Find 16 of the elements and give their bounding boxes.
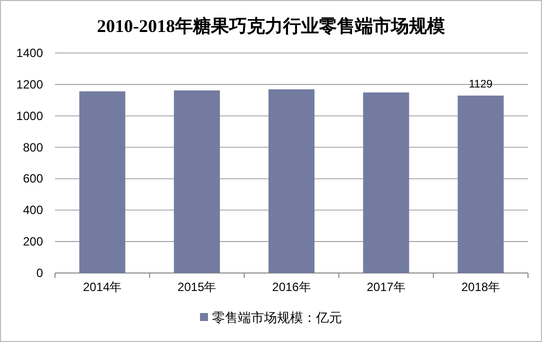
x-tick-label: 2015年	[178, 280, 216, 294]
x-tick-label: 2018年	[461, 280, 500, 294]
x-tick-label: 2017年	[366, 280, 406, 294]
y-tick-label: 1000	[16, 108, 44, 123]
x-tick-label: 2014年	[82, 280, 122, 294]
y-tick-label: 800	[22, 140, 44, 154]
y-tick-label: 1400	[16, 46, 44, 60]
chart-title: 2010-2018年糖果巧克力行业零售端市场规模	[97, 16, 445, 36]
y-tick-label: 200	[22, 234, 44, 249]
x-tick-label: 2016年	[272, 280, 311, 294]
y-tick-label: 1200	[16, 77, 44, 92]
y-tick-label: 0	[36, 266, 44, 280]
legend-label: 零售端市场规模：亿元	[212, 310, 342, 325]
y-tick-label: 600	[22, 172, 44, 186]
y-tick-label: 400	[22, 203, 44, 218]
text: 1129	[468, 78, 493, 91]
